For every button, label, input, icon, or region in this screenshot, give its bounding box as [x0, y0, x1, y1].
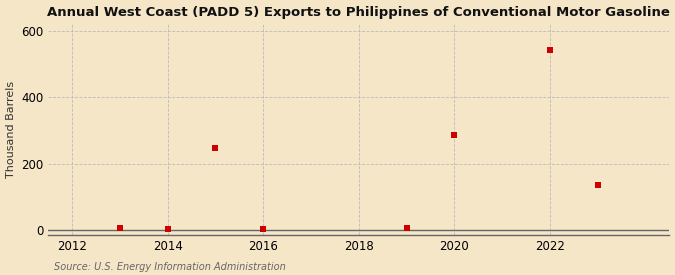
Point	[162, 227, 173, 231]
Y-axis label: Thousand Barrels: Thousand Barrels	[5, 81, 16, 178]
Point	[449, 133, 460, 137]
Point	[545, 48, 556, 52]
Point	[210, 145, 221, 150]
Point	[593, 183, 603, 187]
Point	[115, 226, 126, 230]
Title: Annual West Coast (PADD 5) Exports to Philippines of Conventional Motor Gasoline: Annual West Coast (PADD 5) Exports to Ph…	[47, 6, 670, 18]
Point	[258, 227, 269, 231]
Text: Source: U.S. Energy Information Administration: Source: U.S. Energy Information Administ…	[54, 262, 286, 272]
Point	[401, 226, 412, 230]
